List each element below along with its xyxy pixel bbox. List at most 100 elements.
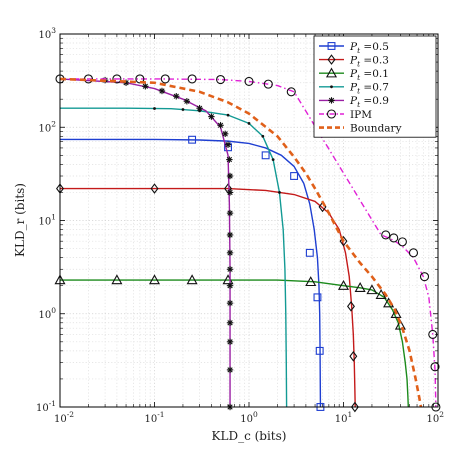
series-marker [261,151,270,160]
series-marker [181,108,185,111]
y-tick-label: 103 [38,26,56,41]
series-line [60,138,322,408]
legend-label: Pt =0.1 [349,68,389,82]
x-tick-label: 101 [335,410,353,425]
series-marker [394,319,406,330]
series-marker [227,173,233,179]
y-tick-label: 102 [38,119,56,134]
series-marker [186,274,198,285]
series-marker [173,93,179,99]
series-marker [389,233,399,243]
y-axis-label: KLD_r (bits) [13,183,27,257]
series-line [60,78,437,408]
legend-entry: Pt =0.7 [319,82,389,96]
series-4 [60,107,288,408]
x-tick-label-base: 10 [54,414,67,425]
y-tick-label-base: 10 [38,217,51,228]
series-marker [346,301,355,312]
legend-marker [326,109,337,119]
series-marker [135,74,145,84]
x-tick-label-base: 10 [426,414,439,425]
legend-label: Pt =0.5 [349,41,389,55]
series-marker [142,83,148,89]
series-group [54,74,441,413]
series-marker [187,74,197,84]
series-marker [227,320,233,326]
legend-label-value: =0.5 [360,41,389,53]
series-marker [226,156,233,163]
legend-label-symbol: P [349,82,358,94]
legend-marker [330,85,333,89]
series-marker [354,282,366,292]
legend-label-value: =0.1 [360,68,389,80]
series-line [59,77,423,408]
x-tick-label: 102 [426,410,444,425]
legend: Pt =0.5Pt =0.3Pt =0.1Pt =0.7Pt =0.9IPMBo… [313,35,437,138]
legend-label: Boundary [350,122,402,134]
x-tick-label-base: 10 [144,414,157,425]
series-marker [261,134,265,138]
series-marker [188,135,197,144]
series-marker [305,248,314,257]
legend-label-subscript: t [357,73,361,82]
legend-marker [327,54,336,65]
x-tick-label: 10-2 [54,410,74,425]
series-marker [313,293,322,302]
series-line [60,279,409,408]
y-tick-label: 100 [38,306,56,321]
legend-label-symbol: P [349,68,358,80]
y-tick-label-base: 10 [38,123,51,134]
series-marker [111,274,123,285]
series-marker [366,284,378,295]
legend-marker [325,67,338,78]
y-tick-label: 10-1 [36,399,56,414]
series-marker [349,350,358,362]
series-marker [278,191,281,194]
series-marker [263,79,273,89]
series-marker [244,76,254,86]
series-marker [226,113,230,117]
legend-label-subscript: t [357,46,361,55]
series-marker [148,274,161,285]
series-marker [227,283,233,289]
series-marker [217,122,224,128]
legend-label: IPM [350,109,372,121]
y-tick-label-base: 10 [36,403,49,414]
series-marker [247,121,251,125]
legend-entry: Pt =0.9 [319,95,389,109]
series-marker [112,74,122,84]
legend-label: Pt =0.7 [349,82,389,96]
series-marker [227,300,233,306]
series-marker [153,107,156,110]
legend-label-symbol: P [349,41,358,53]
series-marker [390,308,402,318]
legend-label: Pt =0.9 [349,95,389,109]
legend-label-value: =0.9 [360,95,389,107]
series-marker [208,113,215,120]
legend-label-value: =0.7 [360,82,389,94]
series-marker [150,183,159,194]
legend-entry: Boundary [319,122,402,134]
series-marker [159,88,165,94]
y-tick-label-exponent: -1 [49,399,56,408]
y-tick-label-exponent: 1 [51,213,56,222]
y-tick-label-exponent: 2 [51,119,56,128]
x-tick-label-exponent: 0 [253,410,258,419]
series-marker [196,105,203,111]
legend-marker [328,97,335,104]
legend-marker [327,42,336,50]
series-marker [184,98,190,104]
x-tick-label: 10-1 [144,410,164,425]
series-marker [227,210,233,216]
series-marker [225,142,231,148]
series-marker [419,272,430,282]
legend-label: Pt =0.3 [349,54,389,68]
x-tick-label-exponent: 2 [439,410,444,419]
series-marker [290,172,299,180]
series-marker [216,74,226,85]
series-5 [59,76,234,411]
series-marker [315,346,324,355]
legend-label-symbol: P [349,54,358,66]
legend-entry: Pt =0.1 [319,67,389,82]
series-marker [375,288,387,299]
